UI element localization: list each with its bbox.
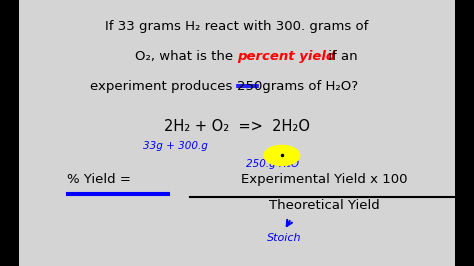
- Text: experiment produces: experiment produces: [91, 80, 237, 93]
- Text: Stoich: Stoich: [267, 233, 301, 243]
- Text: grams of H₂O?: grams of H₂O?: [258, 80, 358, 93]
- Text: O₂, what is the: O₂, what is the: [135, 50, 237, 63]
- Text: percent yield: percent yield: [237, 50, 336, 63]
- Text: Experimental Yield x 100: Experimental Yield x 100: [241, 173, 408, 186]
- Text: if an: if an: [324, 50, 358, 63]
- Circle shape: [264, 146, 300, 165]
- Text: 33g + 300.g: 33g + 300.g: [143, 142, 208, 151]
- Text: 250.g H₂O: 250.g H₂O: [246, 159, 299, 169]
- Text: % Yield =: % Yield =: [67, 173, 136, 186]
- Text: 250.: 250.: [237, 80, 266, 93]
- Text: If 33 grams H₂ react with 300. grams of: If 33 grams H₂ react with 300. grams of: [105, 20, 369, 33]
- Text: Theoretical Yield: Theoretical Yield: [269, 199, 380, 212]
- Text: 2H₂ + O₂  =>  2H₂O: 2H₂ + O₂ => 2H₂O: [164, 119, 310, 134]
